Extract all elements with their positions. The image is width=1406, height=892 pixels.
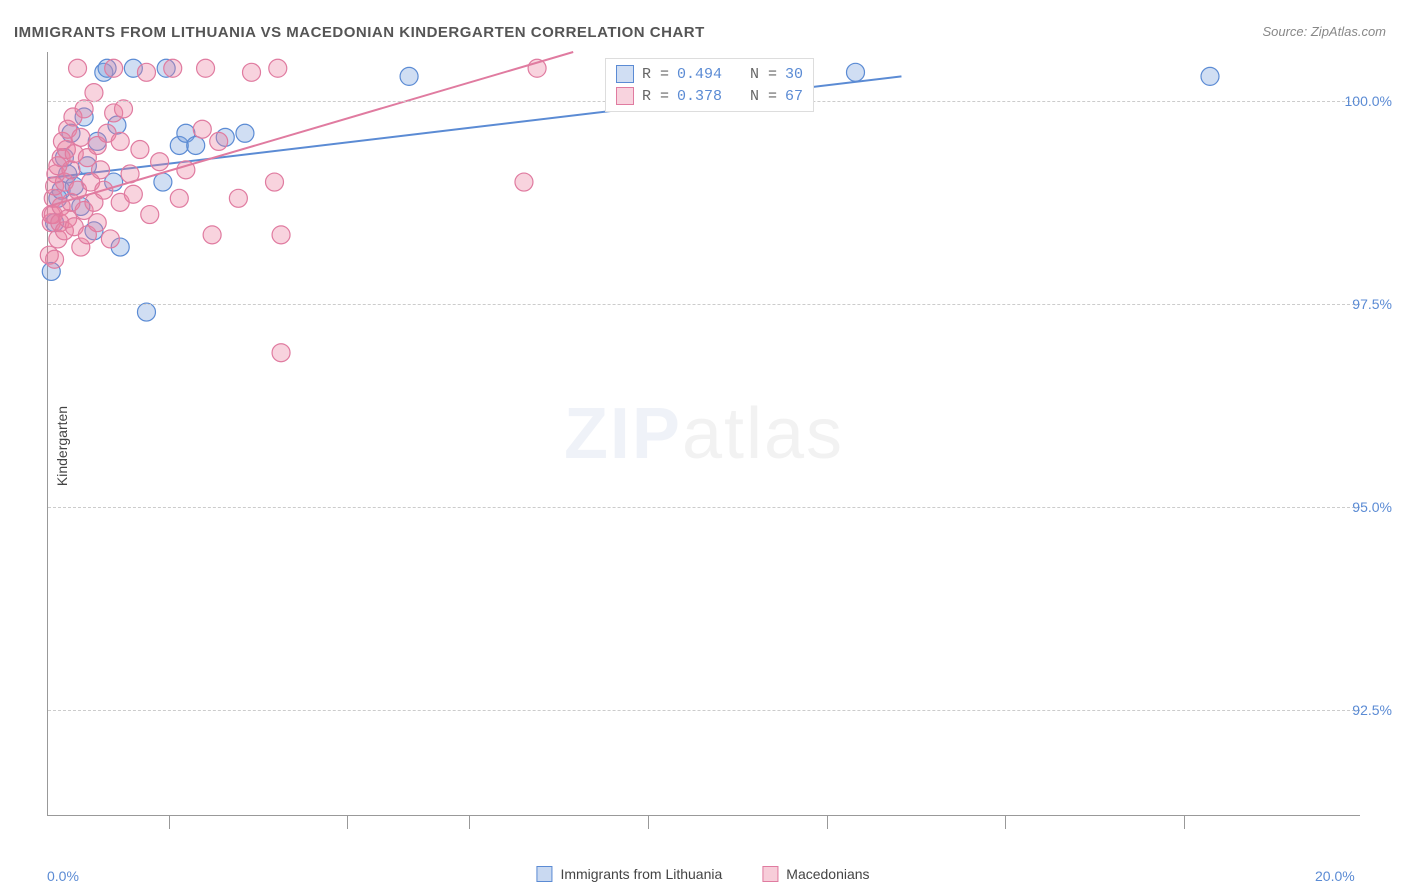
data-point: [170, 189, 188, 207]
stats-r-label: R =: [642, 88, 669, 105]
gridline: [48, 507, 1360, 508]
data-point: [269, 59, 287, 77]
x-tick: [347, 815, 348, 829]
stats-r-value: 0.378: [677, 88, 722, 105]
stats-r-value: 0.494: [677, 66, 722, 83]
data-point: [272, 226, 290, 244]
data-point: [1201, 67, 1219, 85]
x-tick: [827, 815, 828, 829]
data-point: [124, 185, 142, 203]
stats-n-label: N =: [750, 88, 777, 105]
data-point: [515, 173, 533, 191]
data-point: [88, 214, 106, 232]
data-point: [236, 124, 254, 142]
y-tick-label: 92.5%: [1352, 702, 1392, 718]
data-point: [131, 141, 149, 159]
data-point: [85, 84, 103, 102]
data-point: [272, 344, 290, 362]
legend-label: Macedonians: [786, 866, 869, 882]
legend-label: Immigrants from Lithuania: [560, 866, 722, 882]
legend-swatch: [762, 866, 778, 882]
data-point: [187, 136, 205, 154]
data-point: [141, 206, 159, 224]
data-point: [101, 230, 119, 248]
data-point: [154, 173, 172, 191]
data-point: [243, 63, 261, 81]
y-tick-label: 95.0%: [1352, 499, 1392, 515]
data-point: [114, 100, 132, 118]
stats-box: R = 0.494 N = 30 R = 0.378 N = 67: [605, 58, 814, 112]
x-tick: [648, 815, 649, 829]
scatter-svg: [48, 52, 1360, 815]
data-point: [62, 161, 80, 179]
legend-swatch: [536, 866, 552, 882]
legend: Immigrants from Lithuania Macedonians: [536, 866, 869, 882]
stats-swatch: [616, 65, 634, 83]
x-tick: [169, 815, 170, 829]
gridline: [48, 304, 1360, 305]
data-point: [111, 132, 129, 150]
x-tick-label: 20.0%: [1315, 868, 1355, 884]
data-point: [210, 132, 228, 150]
legend-item: Immigrants from Lithuania: [536, 866, 722, 882]
stats-r-label: R =: [642, 66, 669, 83]
x-tick: [1184, 815, 1185, 829]
data-point: [137, 63, 155, 81]
stats-n-value: 30: [785, 66, 803, 83]
gridline: [48, 710, 1360, 711]
data-point: [400, 67, 418, 85]
data-point: [197, 59, 215, 77]
data-point: [72, 128, 90, 146]
data-point: [105, 59, 123, 77]
data-point: [137, 303, 155, 321]
stats-row: R = 0.494 N = 30: [616, 63, 803, 85]
legend-item: Macedonians: [762, 866, 869, 882]
data-point: [151, 153, 169, 171]
data-point: [164, 59, 182, 77]
x-tick: [469, 815, 470, 829]
plot-area: ZIPatlas: [47, 52, 1360, 816]
y-tick-label: 97.5%: [1352, 296, 1392, 312]
data-point: [92, 161, 110, 179]
data-point: [229, 189, 247, 207]
data-point: [265, 173, 283, 191]
stats-n-label: N =: [750, 66, 777, 83]
x-tick-label: 0.0%: [47, 868, 79, 884]
source-attribution: Source: ZipAtlas.com: [1262, 24, 1386, 39]
chart-title: IMMIGRANTS FROM LITHUANIA VS MACEDONIAN …: [14, 24, 705, 41]
stats-n-value: 67: [785, 88, 803, 105]
data-point: [69, 59, 87, 77]
stats-swatch: [616, 87, 634, 105]
stats-row: R = 0.378 N = 67: [616, 85, 803, 107]
x-tick: [1005, 815, 1006, 829]
y-tick-label: 100.0%: [1345, 93, 1392, 109]
data-point: [75, 100, 93, 118]
data-point: [203, 226, 221, 244]
data-point: [193, 120, 211, 138]
data-point: [46, 250, 64, 268]
data-point: [846, 63, 864, 81]
